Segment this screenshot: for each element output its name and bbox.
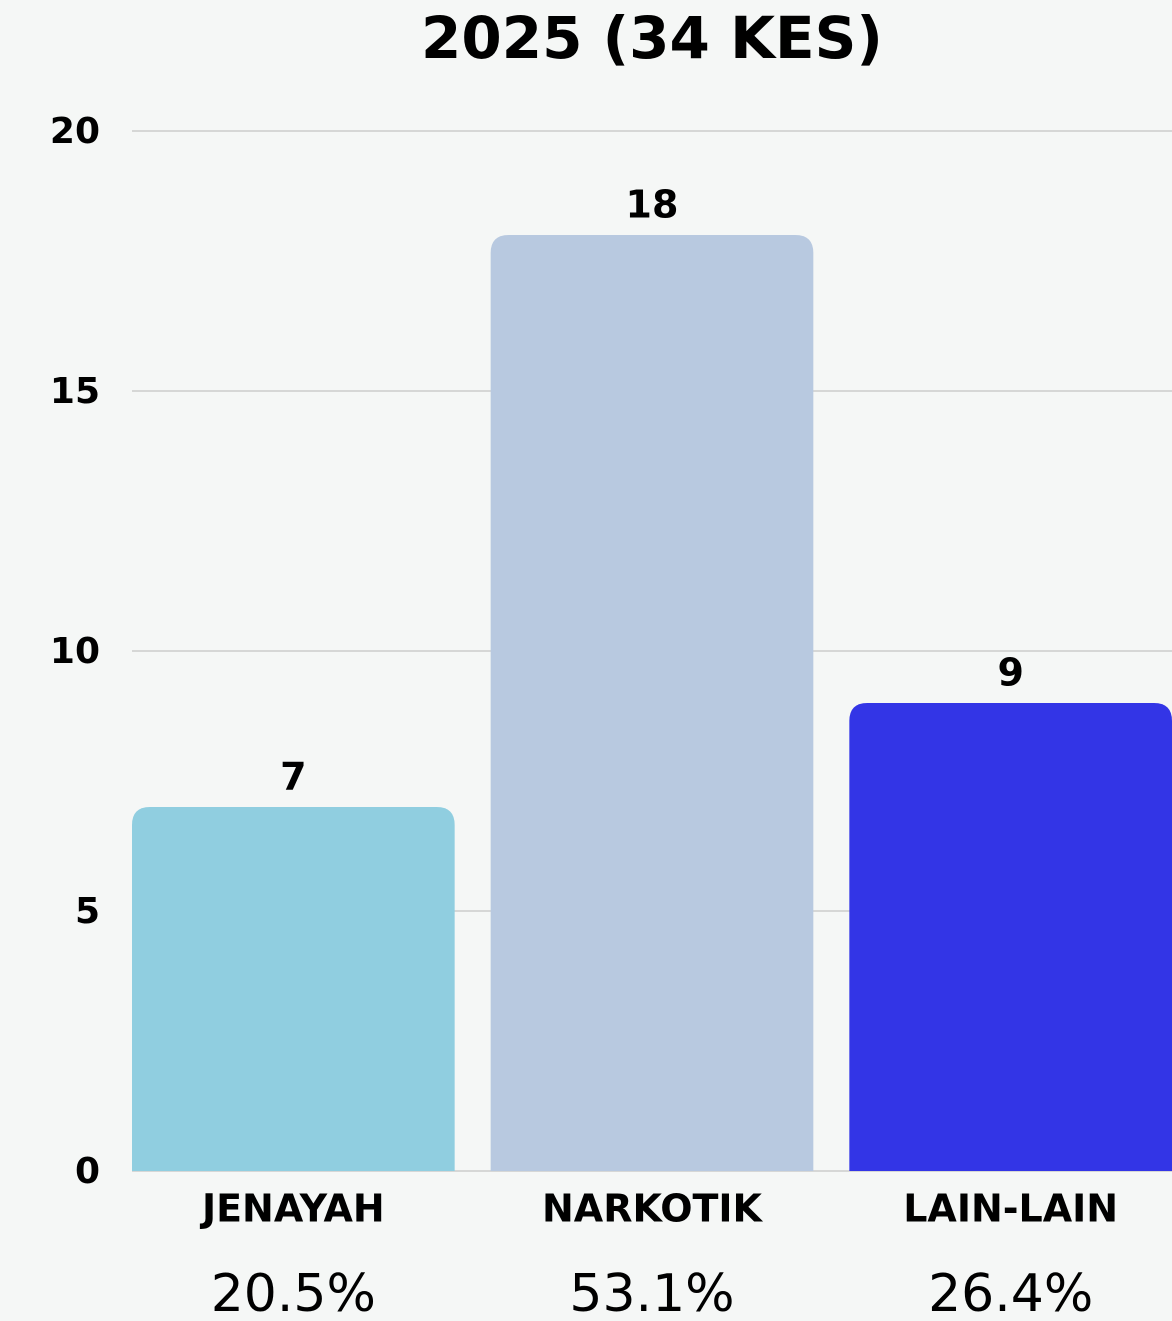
chart-title: 2025 (34 KES) bbox=[421, 4, 883, 72]
x-tick-label: JENAYAH bbox=[199, 1187, 385, 1231]
value-label: 18 bbox=[626, 183, 679, 227]
y-tick-label: 5 bbox=[75, 891, 100, 932]
percentage-label: 53.1% bbox=[569, 1264, 734, 1321]
y-tick-label: 15 bbox=[50, 371, 100, 412]
bar bbox=[490, 235, 814, 1171]
value-label: 7 bbox=[280, 755, 306, 799]
value-label: 9 bbox=[997, 651, 1023, 695]
bar bbox=[132, 807, 455, 1171]
bar bbox=[849, 703, 1172, 1171]
y-tick-label: 10 bbox=[50, 631, 100, 672]
y-tick-label: 20 bbox=[50, 111, 100, 152]
y-tick-label: 0 bbox=[75, 1151, 100, 1192]
x-tick-label: LAIN-LAIN bbox=[903, 1187, 1118, 1231]
percentage-label: 20.5% bbox=[211, 1264, 376, 1321]
percentage-label: 26.4% bbox=[928, 1264, 1093, 1321]
x-tick-label: NARKOTIK bbox=[542, 1187, 764, 1231]
